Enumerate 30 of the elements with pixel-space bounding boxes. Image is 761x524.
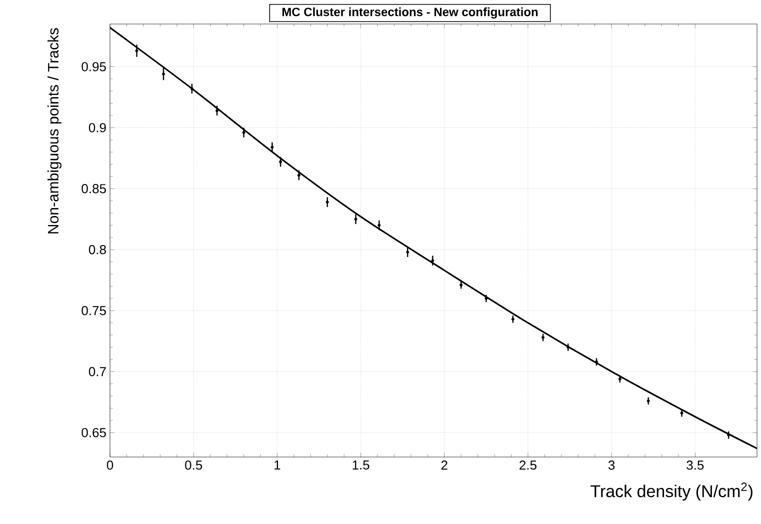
point (326, 200, 329, 204)
y-tick-label: 0.85 (82, 184, 106, 194)
point (406, 250, 410, 254)
point (242, 131, 246, 134)
x-tick-label: 1 (274, 460, 280, 470)
y-axis-title: Non-ambiguous points / Tracks (47, 28, 62, 234)
x-axis-title: Track density (N/cm$^{2}$) (590, 482, 752, 501)
y-tick-label: 0.9 (88, 123, 106, 132)
point (216, 109, 218, 112)
point (354, 218, 358, 221)
x-tick-label: 3.5 (686, 460, 704, 470)
x-tick-label: 2.5 (520, 460, 536, 470)
point (297, 174, 300, 177)
point (279, 160, 282, 164)
point (135, 49, 138, 52)
y-tick-label: 0.75 (82, 306, 106, 316)
chart-title: MC Cluster intersections - New configuration (282, 7, 538, 19)
x-tick-label: 0.5 (185, 460, 202, 470)
y-tick-label: 0.7 (88, 367, 106, 376)
x-tick-label: 2 (441, 460, 448, 470)
y-tick-label: 0.65 (82, 428, 106, 438)
y-tick-label: 0.8 (88, 245, 106, 254)
point (190, 87, 194, 90)
point (378, 224, 381, 227)
x-tick-label: 0 (106, 460, 114, 470)
x-tick-label: 1.5 (352, 460, 370, 470)
point (431, 259, 434, 262)
point (270, 146, 274, 149)
y-tick-label: 0.95 (82, 62, 106, 72)
x-tick-label: 3 (608, 460, 615, 470)
